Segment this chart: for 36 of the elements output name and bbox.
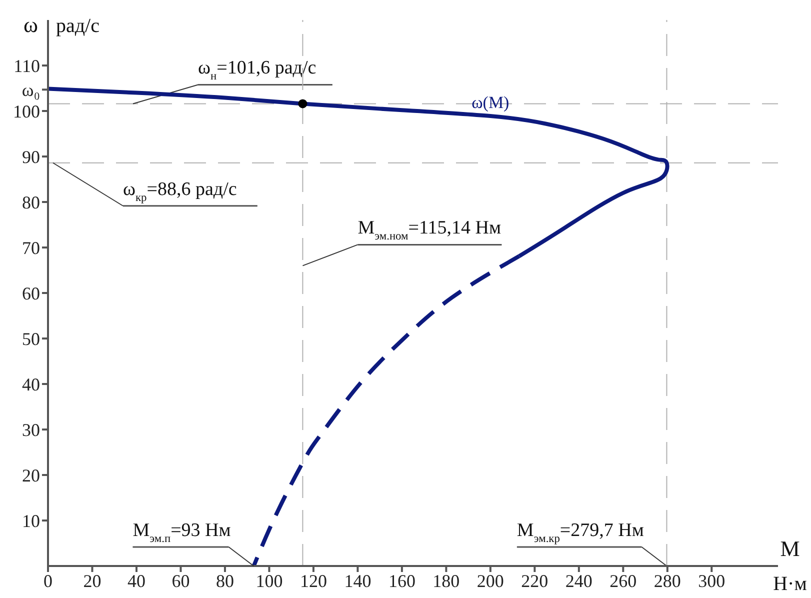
x-tick-label: 260: [610, 570, 637, 591]
x-tick-label: 40: [127, 570, 146, 591]
y-tick-label: 90: [22, 146, 40, 167]
y-tick-label: 60: [22, 283, 40, 304]
y-tick-label: 20: [22, 465, 40, 486]
x-tick-label: 240: [565, 570, 592, 591]
y-tick-label: 50: [22, 328, 40, 349]
x-tick-label: 180: [432, 570, 460, 591]
annotation: M$_{эм.п}$=93 Нм: [132, 520, 231, 545]
ref-line-label: M$_{эм.ном}$=115,14 Нм: [358, 218, 502, 243]
y-tick-label: 40: [22, 374, 40, 394]
x-tick-label: 20: [83, 570, 102, 591]
x-tick-label: 80: [216, 570, 234, 591]
ref-line-label: ω$_{н}$=101,6 рад/с: [198, 58, 316, 83]
x-tick-label: 200: [476, 570, 504, 591]
series-label: ω(M): [472, 93, 510, 112]
x-tick-label: 120: [300, 570, 327, 591]
x-tick-label: 60: [172, 570, 190, 591]
y-axis-title: ω рад/с: [24, 12, 100, 37]
x-tick-label: 280: [654, 570, 681, 591]
y-tick-label: 30: [22, 420, 40, 440]
y-tick-label: 100: [13, 101, 40, 122]
y-tick-label: 70: [22, 238, 40, 258]
y-tick-label: 110: [14, 56, 40, 76]
x-tick-label: 160: [388, 570, 416, 591]
x-tick-label: 220: [521, 570, 548, 591]
y-tick-label: ω₀: [22, 80, 40, 100]
y-tick-label: 10: [22, 510, 40, 531]
ref-line-label: ω$_{кр}$=88,6 рад/с: [123, 178, 237, 204]
ref-line-label: M$_{эм.кр}$=279,7 Нм: [516, 520, 644, 545]
y-tick-label: 80: [22, 192, 40, 212]
x-axis-title: M Н·м: [773, 536, 808, 595]
x-tick-label: 140: [344, 570, 372, 591]
x-tick-label: 100: [256, 570, 283, 591]
x-tick-label: 300: [698, 570, 726, 591]
x-tick-label: 0: [44, 570, 52, 591]
